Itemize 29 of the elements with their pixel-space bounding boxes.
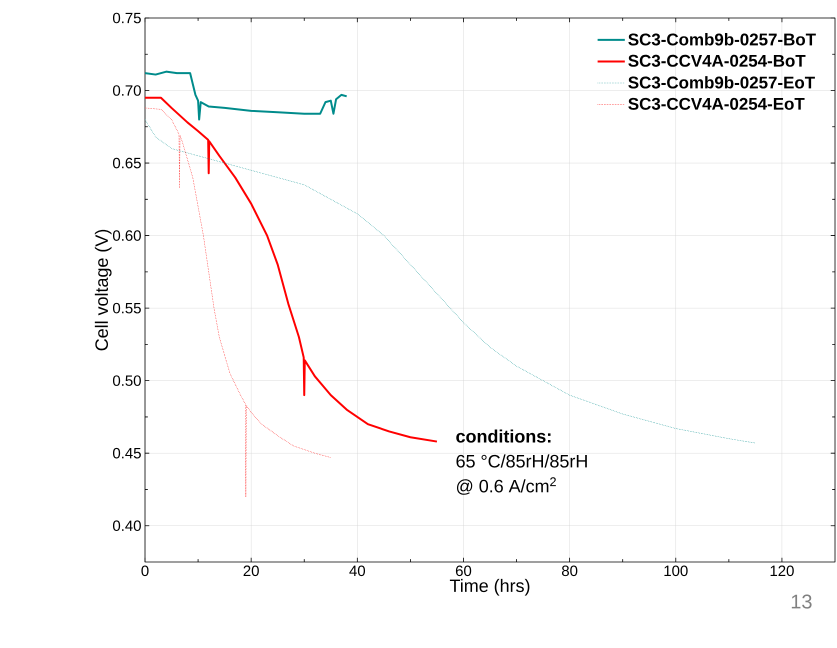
text: 13 (792, 594, 812, 609)
line-series (145, 119, 756, 444)
line-series (145, 70, 348, 121)
legend-label: SC3-Comb9b-0257-EoT (628, 76, 815, 89)
y-tick-label: 0.50 (112, 375, 141, 386)
x-axis-title: Time (hrs) (450, 578, 530, 596)
annotation: 65 °C/85rH/85rH (456, 454, 587, 468)
annotation: conditions: (456, 430, 550, 443)
x-tick-label: 120 (770, 566, 794, 576)
y-tick-label: 0.70 (112, 85, 141, 96)
y-tick-label: 0.40 (112, 520, 141, 531)
x-tick-label: 80 (562, 566, 578, 576)
y-tick-label: 0.55 (112, 302, 141, 314)
y-tick-label: 0.75 (112, 12, 141, 24)
legend-label: SC3-CCV4A-0254-EoT (628, 98, 805, 110)
line-series (145, 108, 332, 498)
x-tick-label: 20 (244, 566, 259, 576)
legend-label: SC3-CCV4A-0254-BoT (628, 54, 806, 67)
x-tick-label: 60 (456, 566, 472, 576)
x-tick-label: 0 (141, 566, 149, 576)
y-tick-label: 0.45 (112, 448, 141, 458)
y-tick-label: 0.65 (112, 158, 141, 168)
x-tick-label: 100 (664, 566, 688, 576)
line-series (145, 96, 438, 443)
x-tick-label: 40 (349, 566, 366, 576)
annotation: @ 0.6 A/cm$^{2}$ (456, 477, 556, 495)
y-tick-label: 0.60 (112, 230, 141, 241)
legend-label: SC3-Comb9b-0257-BoT (628, 33, 816, 46)
y-axis-title: Cell voltage (V) (94, 230, 112, 350)
